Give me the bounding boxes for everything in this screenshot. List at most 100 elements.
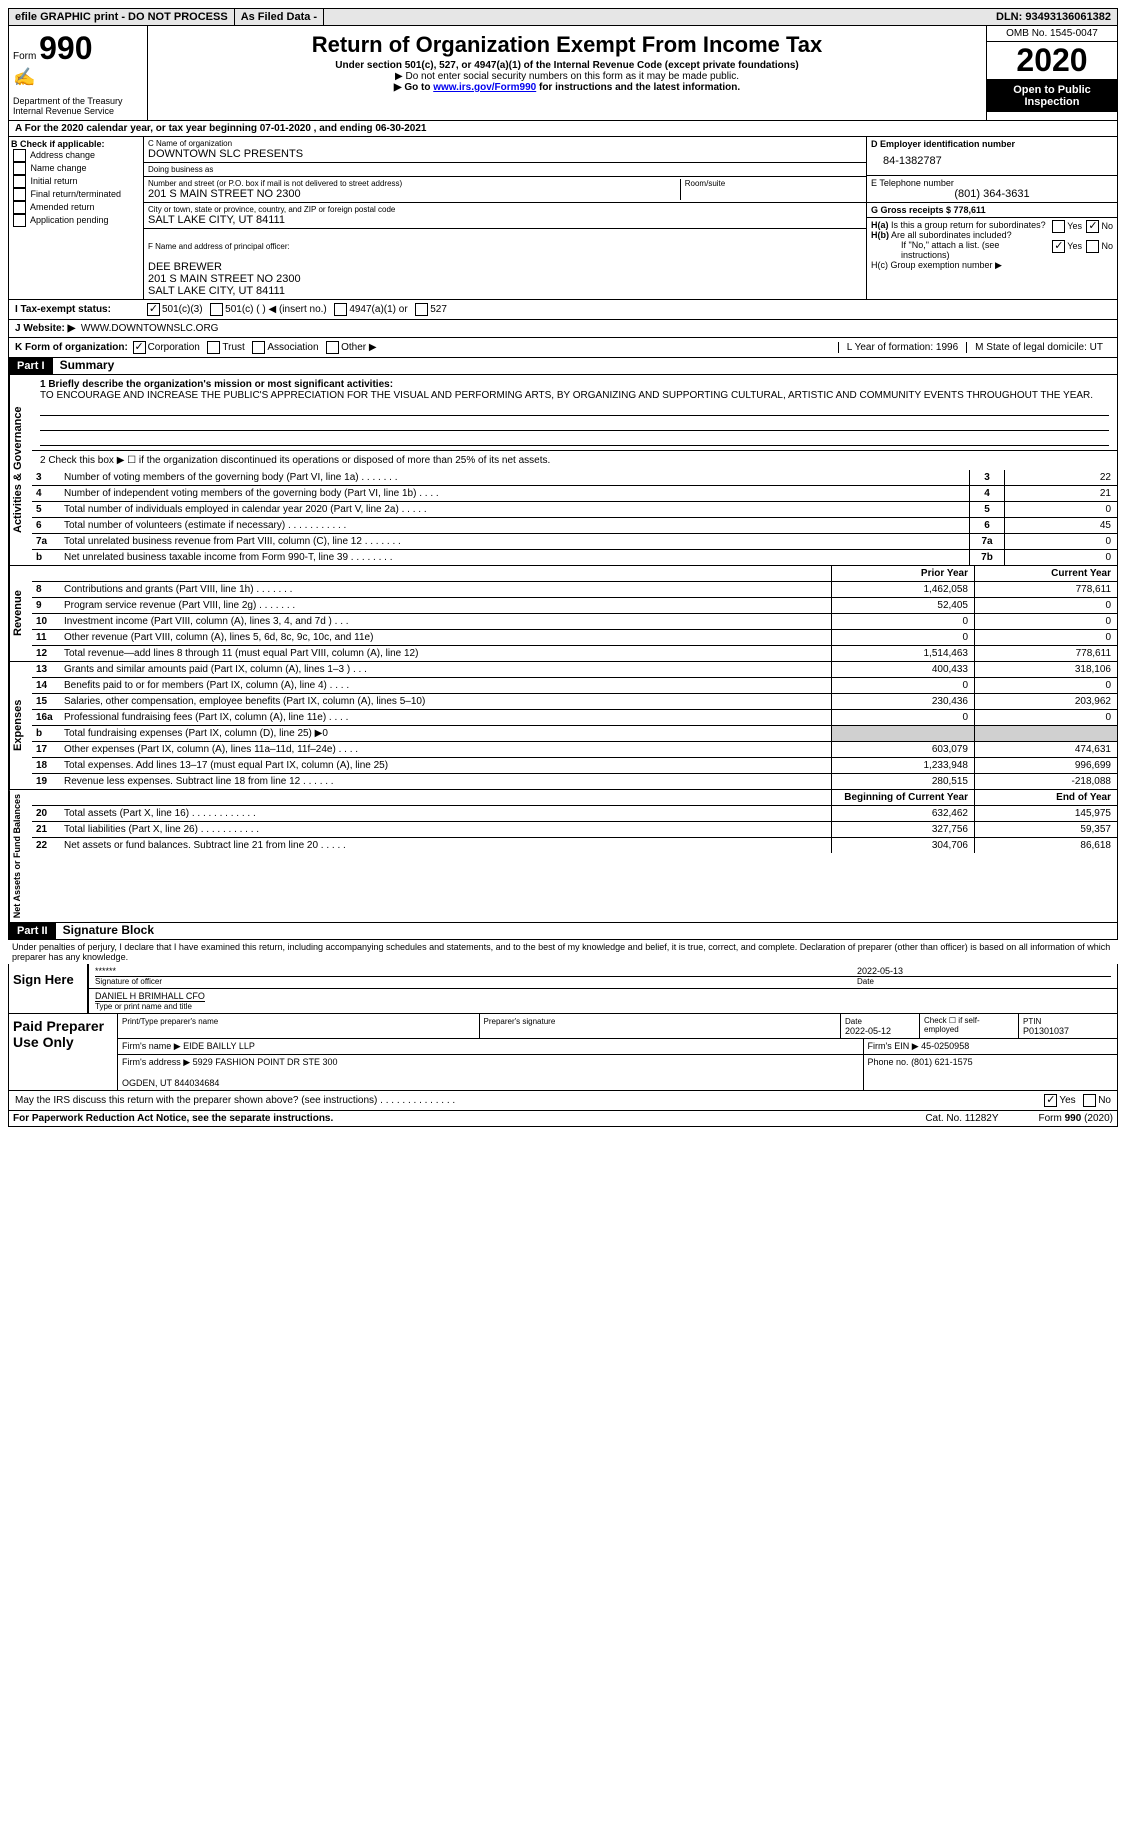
city-label: City or town, state or province, country… xyxy=(148,205,862,214)
ha-yes[interactable] xyxy=(1052,220,1065,233)
vert-netassets: Net Assets or Fund Balances xyxy=(9,790,32,922)
gross-receipts: G Gross receipts $ 778,611 xyxy=(871,205,986,215)
hb-yes[interactable] xyxy=(1052,240,1065,253)
header-sub1: Under section 501(c), 527, or 4947(a)(1)… xyxy=(152,60,982,71)
part2-title: Signature Block xyxy=(59,923,154,937)
officer-name-title: DANIEL H BRIMHALL CFO xyxy=(95,991,205,1001)
cb-other[interactable] xyxy=(326,341,339,354)
cb-501c[interactable] xyxy=(210,303,223,316)
top-bar: efile GRAPHIC print - DO NOT PROCESS As … xyxy=(8,8,1118,26)
hb-no[interactable] xyxy=(1086,240,1099,253)
form-header: Form 990 ✍ Department of the Treasury In… xyxy=(8,26,1118,121)
row-i-taxstatus: I Tax-exempt status: 501(c)(3) 501(c) ( … xyxy=(8,300,1118,320)
cb-corp[interactable] xyxy=(133,341,146,354)
summary-line: 4Number of independent voting members of… xyxy=(32,486,1117,502)
firm-name: EIDE BAILLY LLP xyxy=(183,1041,255,1051)
section-revenue: Revenue Prior Year Current Year 8Contrib… xyxy=(8,566,1118,662)
summary-line: bNet unrelated business taxable income f… xyxy=(32,550,1117,565)
signature-block: Sign Here ****** Signature of officer 20… xyxy=(8,964,1118,1014)
header-sub2: ▶ Do not enter social security numbers o… xyxy=(152,71,982,82)
summary-line: 3Number of voting members of the governi… xyxy=(32,470,1117,486)
vert-activities: Activities & Governance xyxy=(9,375,32,565)
page-footer: For Paperwork Reduction Act Notice, see … xyxy=(8,1111,1118,1127)
summary-line: bTotal fundraising expenses (Part IX, co… xyxy=(32,726,1117,742)
cb-assoc[interactable] xyxy=(252,341,265,354)
org-name: DOWNTOWN SLC PRESENTS xyxy=(148,148,862,160)
discuss-yes[interactable] xyxy=(1044,1094,1057,1107)
cb-527[interactable] xyxy=(415,303,428,316)
part1-title: Summary xyxy=(56,358,115,372)
efile-label: efile GRAPHIC print - DO NOT PROCESS xyxy=(9,9,235,25)
city-value: SALT LAKE CITY, UT 84111 xyxy=(148,214,862,226)
form-title: Return of Organization Exempt From Incom… xyxy=(152,32,982,58)
summary-line: 19Revenue less expenses. Subtract line 1… xyxy=(32,774,1117,789)
summary-line: 9Program service revenue (Part VIII, lin… xyxy=(32,598,1117,614)
addr-label: Number and street (or P.O. box if mail i… xyxy=(148,179,680,188)
ein-label: D Employer identification number xyxy=(871,139,1015,149)
summary-line: 6Total number of volunteers (estimate if… xyxy=(32,518,1117,534)
signature-glyph: ✍ xyxy=(13,67,35,87)
summary-line: 21Total liabilities (Part X, line 26) . … xyxy=(32,822,1117,838)
summary-line: 22Net assets or fund balances. Subtract … xyxy=(32,838,1117,853)
summary-line: 8Contributions and grants (Part VIII, li… xyxy=(32,582,1117,598)
form-number: 990 xyxy=(39,30,92,66)
summary-line: 14Benefits paid to or for members (Part … xyxy=(32,678,1117,694)
row-j-website: J Website: ▶ WWW.DOWNTOWNSLC.ORG xyxy=(8,320,1118,338)
summary-line: 18Total expenses. Add lines 13–17 (must … xyxy=(32,758,1117,774)
colb-item[interactable]: Name change xyxy=(11,162,141,175)
irs-link[interactable]: www.irs.gov/Form990 xyxy=(433,82,536,93)
summary-line: 16aProfessional fundraising fees (Part I… xyxy=(32,710,1117,726)
state-domicile: M State of legal domicile: UT xyxy=(966,342,1111,353)
colb-item[interactable]: Initial return xyxy=(11,175,141,188)
summary-line: 12Total revenue—add lines 8 through 11 (… xyxy=(32,646,1117,661)
officer-value: DEE BREWER 201 S MAIN STREET NO 2300 SAL… xyxy=(148,261,301,297)
vert-revenue: Revenue xyxy=(9,566,32,661)
dba-label: Doing business as xyxy=(148,165,862,174)
section-activities: Activities & Governance 1 Briefly descri… xyxy=(8,375,1118,566)
header-sub3: ▶ Go to www.irs.gov/Form990 for instruct… xyxy=(152,82,982,93)
ein-value: 84-1382787 xyxy=(871,149,1113,173)
colb-item[interactable]: Address change xyxy=(11,149,141,162)
ha-label: H(a) Is this a group return for subordin… xyxy=(871,220,1113,230)
summary-line: 11Other revenue (Part VIII, column (A), … xyxy=(32,630,1117,646)
addr-value: 201 S MAIN STREET NO 2300 xyxy=(148,188,680,200)
paid-preparer-label: Paid Preparer Use Only xyxy=(9,1014,117,1090)
discuss-row: May the IRS discuss this return with the… xyxy=(8,1091,1118,1111)
dln-label: DLN: 93493136061382 xyxy=(990,9,1117,25)
section-netassets: Net Assets or Fund Balances Beginning of… xyxy=(8,790,1118,923)
summary-line: 20Total assets (Part X, line 16) . . . .… xyxy=(32,806,1117,822)
ha-no[interactable] xyxy=(1086,220,1099,233)
open-to-public: Open to Public Inspection xyxy=(987,80,1117,112)
hc-label: H(c) Group exemption number ▶ xyxy=(871,260,1113,271)
row-k-formorg: K Form of organization: Corporation Trus… xyxy=(8,338,1118,358)
colb-item[interactable]: Final return/terminated xyxy=(11,188,141,201)
cb-4947[interactable] xyxy=(334,303,347,316)
omb-number: OMB No. 1545-0047 xyxy=(987,26,1117,42)
phone-value: (801) 364-3631 xyxy=(871,188,1113,200)
asfiled-label: As Filed Data - xyxy=(235,9,324,25)
room-label: Room/suite xyxy=(685,179,862,188)
summary-line: 13Grants and similar amounts paid (Part … xyxy=(32,662,1117,678)
colb-item[interactable]: Application pending xyxy=(11,214,141,227)
sign-here-label: Sign Here xyxy=(9,964,87,1013)
dept-label: Department of the Treasury Internal Reve… xyxy=(13,96,143,116)
summary-line: 10Investment income (Part VIII, column (… xyxy=(32,614,1117,630)
perjury-text: Under penalties of perjury, I declare th… xyxy=(8,940,1118,964)
website-value: WWW.DOWNTOWNSLC.ORG xyxy=(81,323,219,334)
summary-line: 5Total number of individuals employed in… xyxy=(32,502,1117,518)
col-b-checkboxes: B Check if applicable: Address change Na… xyxy=(9,137,144,299)
summary-line: 15Salaries, other compensation, employee… xyxy=(32,694,1117,710)
row-a-taxyear: A For the 2020 calendar year, or tax yea… xyxy=(8,121,1118,137)
cb-501c3[interactable] xyxy=(147,303,160,316)
summary-line: 17Other expenses (Part IX, column (A), l… xyxy=(32,742,1117,758)
paid-preparer-block: Paid Preparer Use Only Print/Type prepar… xyxy=(8,1014,1118,1091)
vert-expenses: Expenses xyxy=(9,662,32,789)
discuss-no[interactable] xyxy=(1083,1094,1096,1107)
q2-discontinued: 2 Check this box ▶ ☐ if the organization… xyxy=(32,450,1117,470)
form-prefix: Form xyxy=(13,51,36,62)
summary-line: 7aTotal unrelated business revenue from … xyxy=(32,534,1117,550)
officer-label: F Name and address of principal officer: xyxy=(148,242,290,251)
year-formation: L Year of formation: 1996 xyxy=(838,342,966,353)
cb-trust[interactable] xyxy=(207,341,220,354)
colb-item[interactable]: Amended return xyxy=(11,201,141,214)
